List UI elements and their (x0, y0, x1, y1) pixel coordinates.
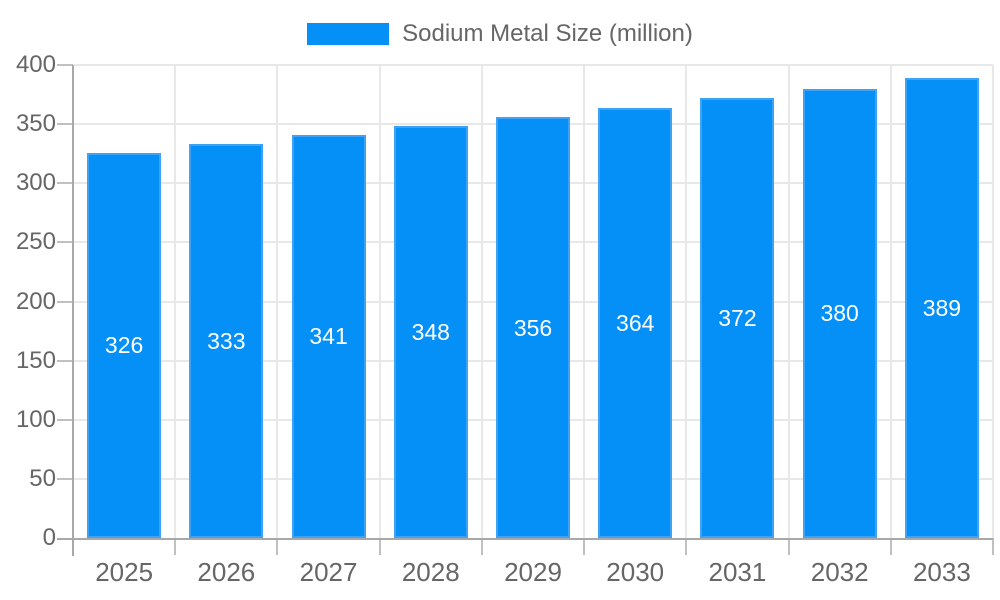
legend-swatch-icon (307, 23, 390, 45)
bar-2031[interactable] (700, 98, 775, 538)
bar-2033[interactable] (904, 78, 979, 538)
x-tick-label: 2025 (95, 557, 154, 587)
y-axis-tick (57, 182, 73, 185)
y-axis-line (72, 65, 74, 556)
y-axis-tick (57, 418, 73, 421)
x-tick-label: 2030 (606, 557, 665, 587)
y-tick-label: 50 (29, 464, 56, 492)
x-axis-tick (480, 538, 483, 555)
bar-2032[interactable] (802, 88, 877, 538)
y-axis-tick (57, 64, 73, 66)
x-axis-tick (276, 538, 279, 555)
y-tick-label: 350 (15, 110, 56, 138)
gridline (276, 65, 279, 538)
y-axis-tick (57, 477, 73, 480)
x-tick-label: 2026 (197, 557, 256, 587)
y-axis-tick (57, 300, 73, 303)
gridline (889, 65, 892, 538)
x-axis-tick (174, 538, 177, 555)
y-tick-label: 150 (15, 346, 56, 374)
y-tick-label: 250 (15, 228, 56, 256)
gridline (378, 65, 381, 538)
bar-2030[interactable] (598, 107, 673, 538)
x-tick-label: 2031 (708, 557, 767, 587)
plot-area: 0 50 100 150 200 250 300 350 400 326 2025 333 2026 34… (16, 51, 994, 587)
y-tick-label: 400 (15, 51, 56, 78)
bar-2026[interactable] (189, 144, 264, 538)
x-axis-tick (583, 538, 586, 555)
bar-2027[interactable] (291, 134, 366, 538)
x-axis-tick (889, 538, 892, 555)
y-axis-tick (57, 359, 73, 362)
gridline (685, 65, 688, 538)
bar-2025[interactable] (87, 152, 162, 538)
x-tick-label: 2033 (912, 557, 971, 587)
y-tick-label: 100 (15, 405, 56, 433)
y-tick-label: 0 (42, 524, 56, 551)
y-axis-tick (57, 241, 73, 244)
x-tick-label: 2028 (401, 557, 460, 587)
x-axis-tick (685, 538, 688, 555)
y-tick-label: 300 (15, 169, 56, 197)
x-axis-tick (992, 538, 994, 555)
x-tick-label: 2032 (810, 557, 869, 587)
gridline (583, 65, 586, 538)
gridline (73, 64, 993, 66)
bar-2029[interactable] (496, 117, 570, 538)
x-axis-tick (787, 538, 790, 555)
gridline (174, 65, 177, 538)
gridline (992, 65, 994, 538)
legend-item[interactable]: Sodium Metal Size (million) (307, 20, 693, 48)
bar-2028[interactable] (393, 126, 468, 538)
gridline (480, 65, 483, 538)
legend-label: Sodium Metal Size (million) (402, 20, 693, 47)
x-axis-line (57, 538, 993, 540)
x-tick-label: 2027 (299, 557, 358, 587)
y-axis-tick (57, 123, 73, 126)
gridline (787, 65, 790, 538)
x-axis-tick (378, 538, 381, 555)
legend: Sodium Metal Size (million) (0, 20, 1000, 48)
y-tick-label: 200 (15, 287, 56, 315)
x-tick-label: 2029 (504, 557, 562, 587)
